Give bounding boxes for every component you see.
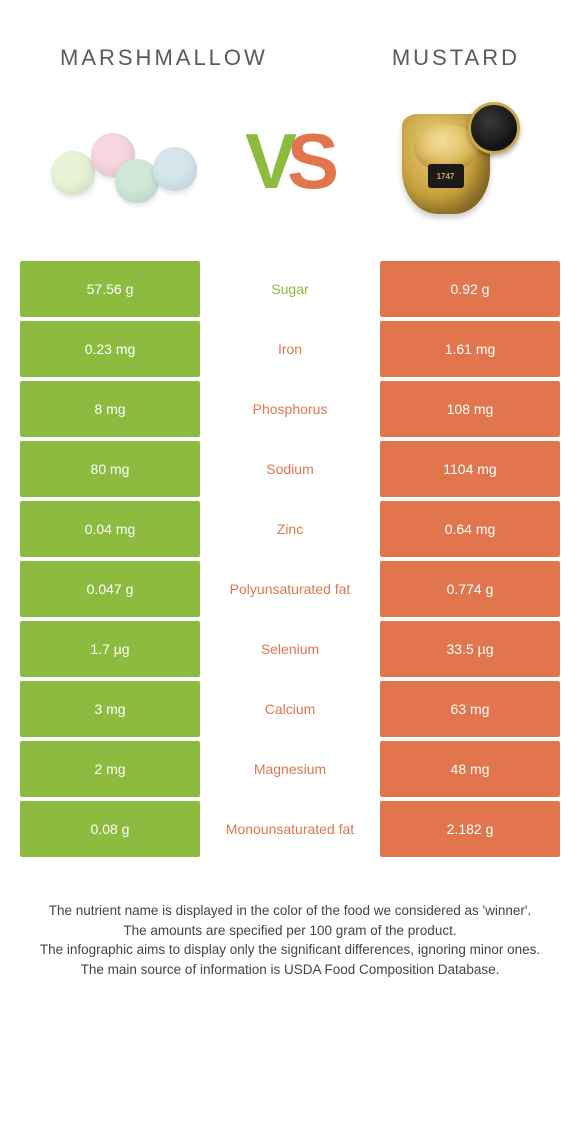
right-value-cell: 0.774 g bbox=[380, 561, 560, 617]
table-row: 0.08 gMonounsaturated fat2.182 g bbox=[20, 801, 560, 857]
table-row: 2 mgMagnesium48 mg bbox=[20, 741, 560, 797]
left-value-cell: 57.56 g bbox=[20, 261, 200, 317]
mustard-jar-icon: 1747 bbox=[388, 96, 518, 226]
left-value-cell: 0.047 g bbox=[20, 561, 200, 617]
header: Marshmallow Mustard bbox=[0, 0, 580, 91]
table-row: 0.23 mgIron1.61 mg bbox=[20, 321, 560, 377]
footer-line: The infographic aims to display only the… bbox=[35, 940, 545, 960]
nutrient-name-cell: Calcium bbox=[200, 681, 380, 737]
nutrient-name-cell: Polyunsaturated fat bbox=[200, 561, 380, 617]
vs-s: S bbox=[287, 116, 335, 207]
vs-v: V bbox=[245, 116, 293, 207]
nutrient-table: 57.56 gSugar0.92 g0.23 mgIron1.61 mg8 mg… bbox=[0, 261, 580, 857]
vs-label: VS bbox=[245, 116, 335, 207]
left-value-cell: 80 mg bbox=[20, 441, 200, 497]
footer-line: The main source of information is USDA F… bbox=[35, 960, 545, 980]
right-food-image: 1747 bbox=[370, 101, 535, 221]
footer-line: The amounts are specified per 100 gram o… bbox=[35, 921, 545, 941]
right-value-cell: 33.5 µg bbox=[380, 621, 560, 677]
left-value-cell: 0.08 g bbox=[20, 801, 200, 857]
marshmallow-icon bbox=[45, 111, 210, 211]
nutrient-name-cell: Selenium bbox=[200, 621, 380, 677]
left-value-cell: 1.7 µg bbox=[20, 621, 200, 677]
nutrient-name-cell: Sugar bbox=[200, 261, 380, 317]
table-row: 3 mgCalcium63 mg bbox=[20, 681, 560, 737]
nutrient-name-cell: Magnesium bbox=[200, 741, 380, 797]
nutrient-name-cell: Phosphorus bbox=[200, 381, 380, 437]
left-value-cell: 3 mg bbox=[20, 681, 200, 737]
left-food-title: Marshmallow bbox=[60, 45, 268, 71]
nutrient-name-cell: Monounsaturated fat bbox=[200, 801, 380, 857]
left-value-cell: 0.04 mg bbox=[20, 501, 200, 557]
right-value-cell: 2.182 g bbox=[380, 801, 560, 857]
table-row: 0.047 gPolyunsaturated fat0.774 g bbox=[20, 561, 560, 617]
left-food-image bbox=[45, 101, 210, 221]
right-value-cell: 48 mg bbox=[380, 741, 560, 797]
right-food-title: Mustard bbox=[392, 45, 520, 71]
footer-notes: The nutrient name is displayed in the co… bbox=[0, 861, 580, 979]
right-value-cell: 0.92 g bbox=[380, 261, 560, 317]
right-value-cell: 63 mg bbox=[380, 681, 560, 737]
hero-row: VS 1747 bbox=[0, 91, 580, 261]
left-value-cell: 0.23 mg bbox=[20, 321, 200, 377]
right-value-cell: 108 mg bbox=[380, 381, 560, 437]
left-value-cell: 8 mg bbox=[20, 381, 200, 437]
table-row: 57.56 gSugar0.92 g bbox=[20, 261, 560, 317]
table-row: 8 mgPhosphorus108 mg bbox=[20, 381, 560, 437]
table-row: 1.7 µgSelenium33.5 µg bbox=[20, 621, 560, 677]
left-value-cell: 2 mg bbox=[20, 741, 200, 797]
footer-line: The nutrient name is displayed in the co… bbox=[35, 901, 545, 921]
table-row: 0.04 mgZinc0.64 mg bbox=[20, 501, 560, 557]
right-value-cell: 1104 mg bbox=[380, 441, 560, 497]
table-row: 80 mgSodium1104 mg bbox=[20, 441, 560, 497]
right-value-cell: 1.61 mg bbox=[380, 321, 560, 377]
right-value-cell: 0.64 mg bbox=[380, 501, 560, 557]
nutrient-name-cell: Zinc bbox=[200, 501, 380, 557]
jar-label: 1747 bbox=[428, 164, 464, 188]
nutrient-name-cell: Sodium bbox=[200, 441, 380, 497]
nutrient-name-cell: Iron bbox=[200, 321, 380, 377]
